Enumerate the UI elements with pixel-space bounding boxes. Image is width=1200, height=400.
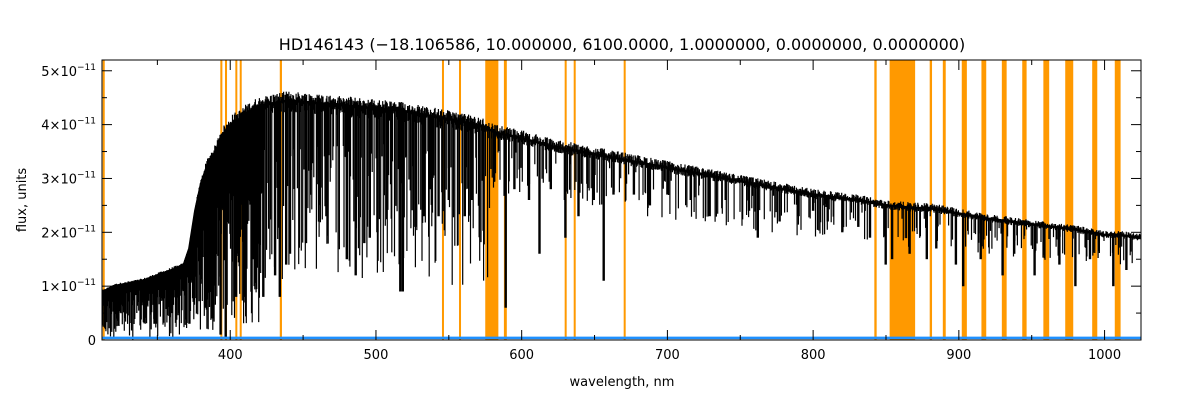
y-tick-label: 0	[88, 334, 96, 349]
x-tick-label: 600	[509, 348, 534, 363]
x-tick-label: 800	[801, 348, 826, 363]
spectrum-continuum	[102, 99, 1141, 293]
x-tick-label: 500	[364, 348, 389, 363]
masked-region	[1043, 60, 1050, 340]
masked-region	[623, 60, 626, 340]
y-tick-label: 5×10−11	[41, 63, 96, 80]
masked-region	[929, 60, 933, 340]
y-tick-label: 2×10−11	[41, 224, 96, 241]
masked-region	[981, 60, 987, 340]
masked-region	[1065, 60, 1074, 340]
masked-region	[961, 60, 967, 340]
y-tick-label: 1×10−11	[41, 278, 96, 295]
x-tick-label: 1000	[1088, 348, 1121, 363]
masked-region	[573, 60, 576, 340]
masked-region	[942, 60, 946, 340]
masked-region	[1114, 60, 1121, 340]
y-tick-label: 4×10−11	[41, 117, 96, 134]
masked-region	[1001, 60, 1007, 340]
masked-region	[459, 60, 462, 340]
spectrum-series	[102, 91, 1141, 340]
masked-region	[1092, 60, 1098, 340]
y-axis-label: flux, units	[15, 168, 30, 233]
x-tick-label: 400	[218, 348, 243, 363]
plot-frame	[101, 59, 1142, 341]
y-tick-label: 3×10−11	[41, 170, 96, 187]
x-tick-labels: 400 500 600 700 800 900 1000	[218, 348, 1121, 363]
chart-title: HD146143 (−18.106586, 10.000000, 6100.00…	[279, 35, 965, 54]
masked-region	[1022, 60, 1027, 340]
axis-ticks	[102, 60, 1141, 341]
x-tick-label: 900	[946, 348, 971, 363]
masked-region	[102, 60, 105, 340]
x-tick-label: 700	[655, 348, 680, 363]
y-tick-labels: 0 1×10−11 2×10−11 3×10−11 4×10−11 5×10−11	[41, 63, 96, 349]
masked-region	[889, 60, 916, 340]
x-axis-label: wavelength, nm	[570, 375, 675, 390]
